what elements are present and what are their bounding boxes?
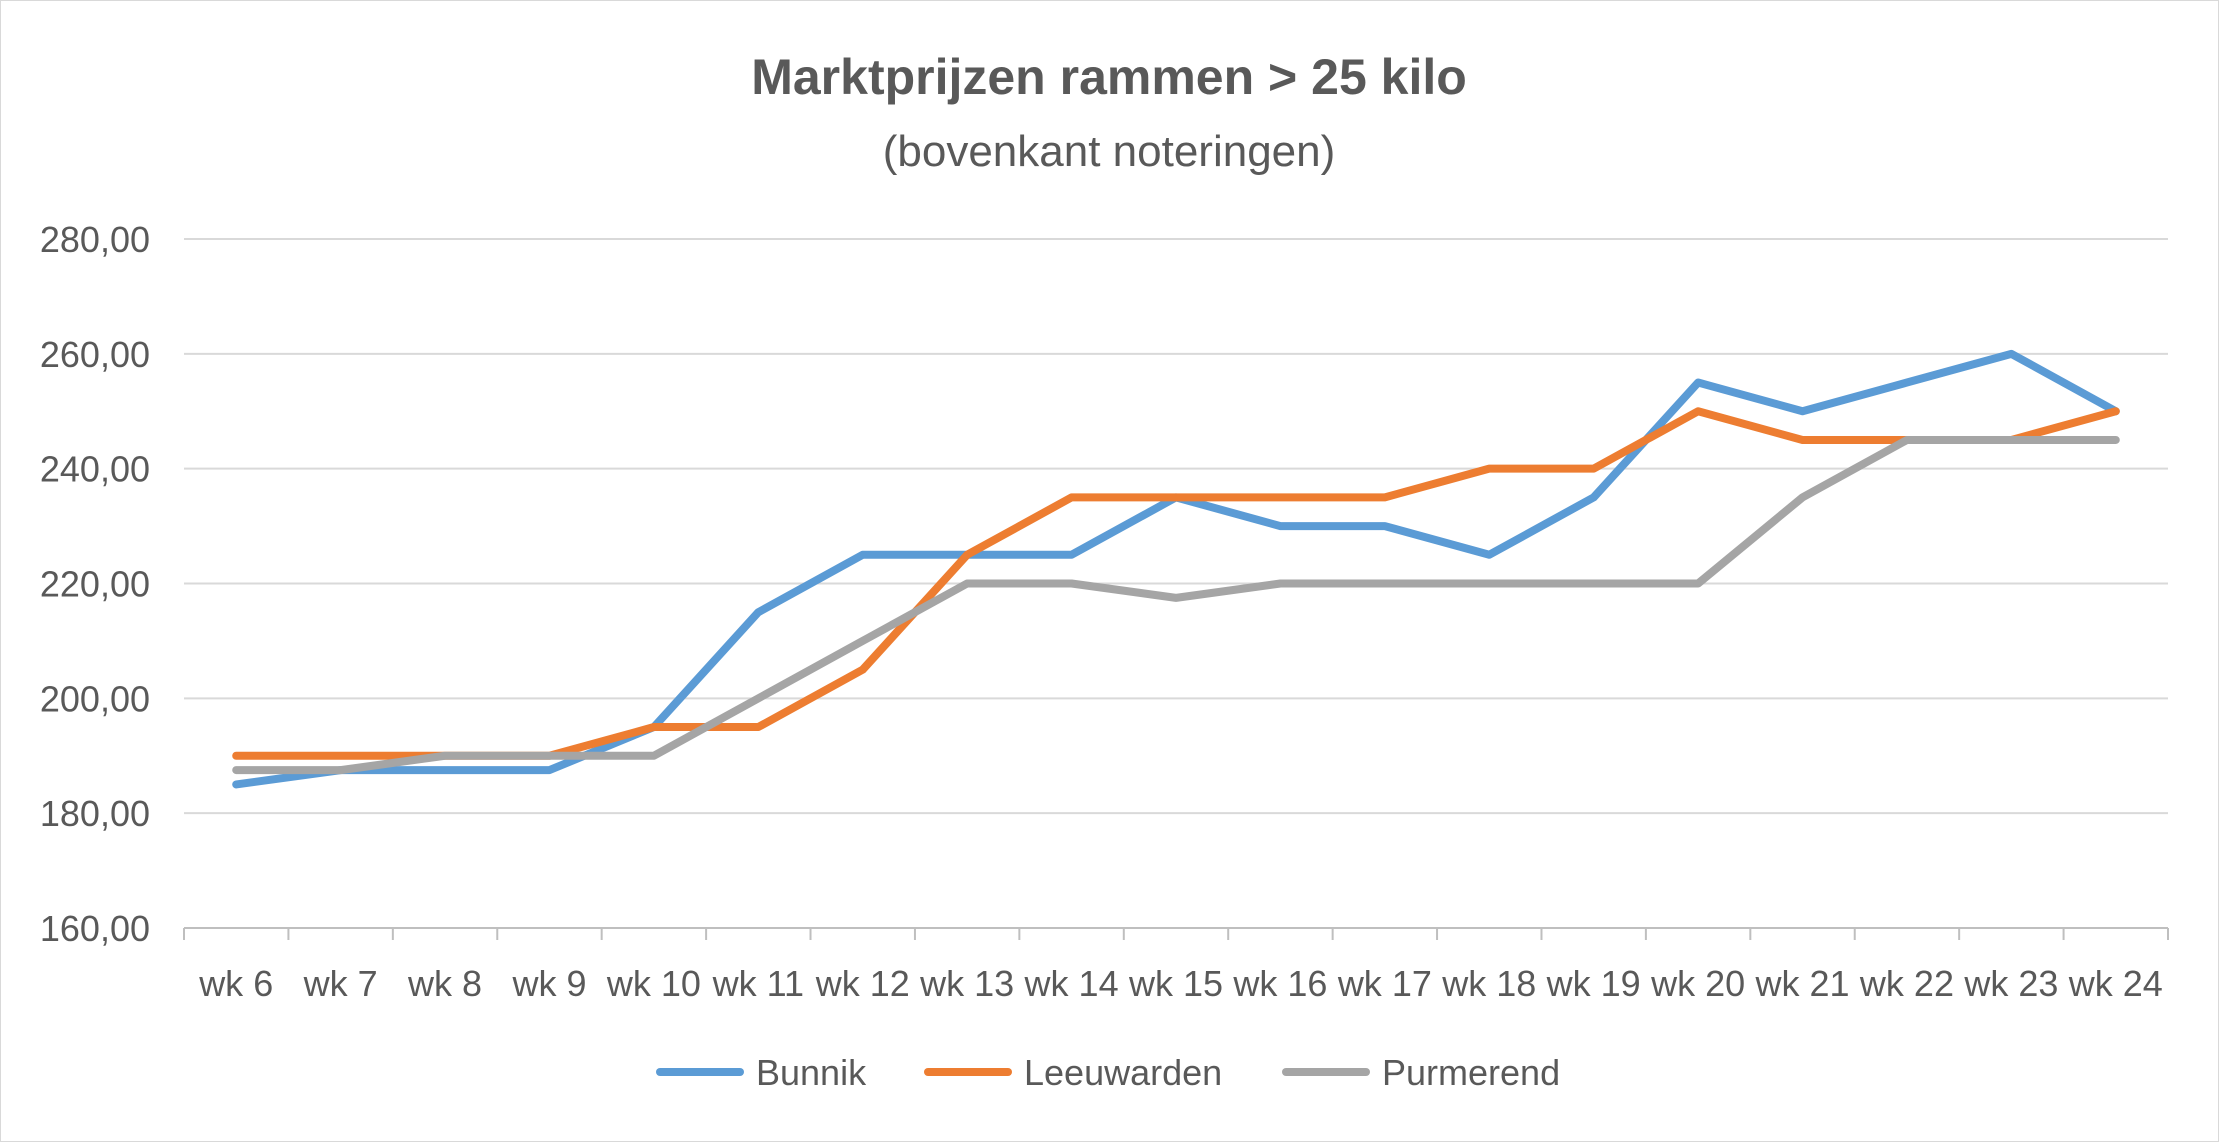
x-tick-label: wk 23 (1963, 963, 2058, 1004)
x-tick-label: wk 12 (815, 963, 910, 1004)
x-tick-label: wk 16 (1232, 963, 1327, 1004)
chart-subtitle: (bovenkant noteringen) (883, 127, 1336, 176)
x-tick-label: wk 11 (712, 963, 804, 1004)
x-tick-label: wk 10 (606, 963, 701, 1004)
x-tick-label: wk 17 (1337, 963, 1432, 1004)
y-tick-label: 160,00 (40, 908, 150, 949)
legend-label: Purmerend (1382, 1052, 1560, 1093)
x-tick-label: wk 21 (1755, 963, 1850, 1004)
y-tick-label: 220,00 (40, 564, 150, 605)
x-tick-label: wk 8 (407, 963, 482, 1004)
x-tick-label: wk 15 (1128, 963, 1223, 1004)
y-tick-label: 180,00 (40, 793, 150, 834)
series-line-bunnik (232, 349, 2120, 789)
chart-title: Marktprijzen rammen > 25 kilo (751, 49, 1467, 105)
x-tick-label: wk 20 (1650, 963, 1745, 1004)
x-tick-label: wk 22 (1859, 963, 1954, 1004)
x-tick-label: wk 24 (2068, 963, 2163, 1004)
x-tick-label: wk 19 (1546, 963, 1641, 1004)
x-tick-label: wk 13 (919, 963, 1014, 1004)
y-tick-label: 260,00 (40, 334, 150, 375)
y-tick-label: 200,00 (40, 678, 150, 719)
x-tick-label: wk 7 (303, 963, 378, 1004)
x-tick-label: wk 6 (198, 963, 273, 1004)
x-tick-label: wk 18 (1441, 963, 1536, 1004)
x-tick-label: wk 9 (511, 963, 586, 1004)
legend-label: Bunnik (756, 1052, 867, 1093)
y-tick-label: 280,00 (40, 219, 150, 260)
series-line-purmerend (232, 435, 2120, 775)
x-tick-label: wk 14 (1024, 963, 1119, 1004)
legend-label: Leeuwarden (1024, 1052, 1222, 1093)
y-tick-label: 240,00 (40, 449, 150, 490)
